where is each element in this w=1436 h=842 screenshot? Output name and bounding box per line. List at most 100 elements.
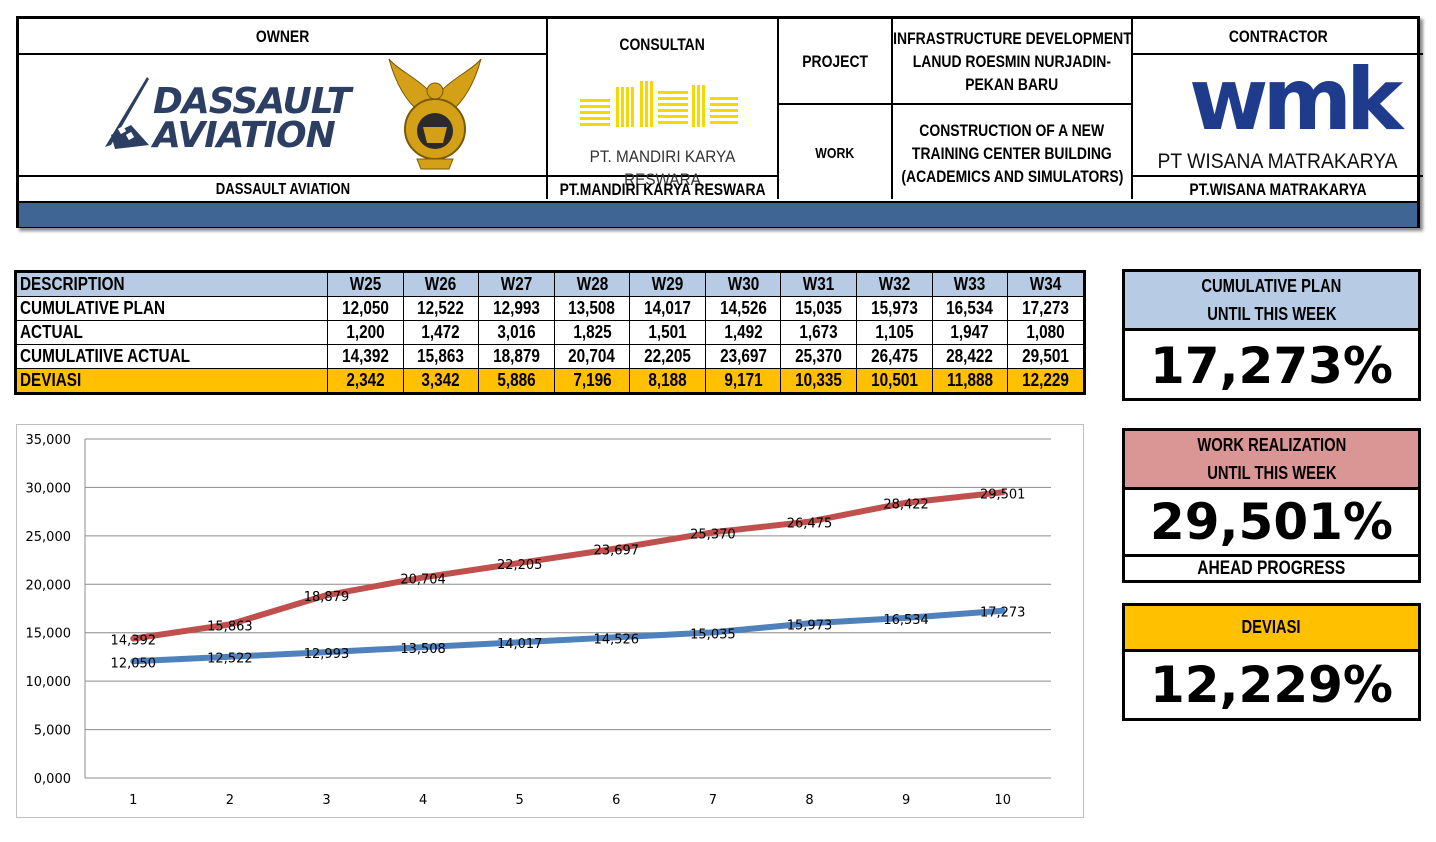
data-point xyxy=(613,634,619,640)
table-cell: 12,522 xyxy=(402,296,480,321)
data-point xyxy=(710,529,716,535)
work-realization-value: 29,501% xyxy=(1125,490,1418,557)
data-point xyxy=(517,560,523,566)
table-header-row: DESCRIPTION W25 W26 W27 W28 W29 W30 W31 W32 W33 W3… xyxy=(15,271,1085,297)
description-header: DESCRIPTION xyxy=(15,271,328,297)
x-tick-label: 9 xyxy=(902,793,910,808)
table-cell: 1,947 xyxy=(931,320,1009,345)
project-value: INFRASTRUCTURE DEVELOPMENT LANUD ROESMIN… xyxy=(892,28,1132,94)
data-label: 23,697 xyxy=(594,543,640,558)
table-cell: 25,370 xyxy=(780,344,858,369)
data-label: 20,704 xyxy=(400,572,446,587)
cumulative-plan-title: CUMULATIVE PLAN UNTIL THIS WEEK xyxy=(1125,272,1418,331)
table-cell: 28,422 xyxy=(931,344,1009,369)
data-point xyxy=(420,644,426,650)
row-label-cell: ACTUAL xyxy=(15,320,328,345)
x-tick-label: 1 xyxy=(129,793,137,808)
actual-row: ACTUAL 1,200 1,472 3,016 1,825 1,501 1,492 1,67… xyxy=(15,320,1085,345)
y-tick-label: 35,000 xyxy=(26,433,72,448)
row-label-cell: CUMULATIIVE ACTUAL xyxy=(15,344,328,369)
week-header: W34 xyxy=(1007,271,1085,297)
data-label: 22,205 xyxy=(497,558,543,573)
x-tick-label: 3 xyxy=(322,793,330,808)
y-tick-label: 15,000 xyxy=(26,627,72,642)
project-header: OWNER DASSAULT AVIATION xyxy=(16,16,1423,228)
data-label: 26,475 xyxy=(787,517,833,532)
y-tick-label: 20,000 xyxy=(26,578,72,593)
y-tick-label: 5,000 xyxy=(34,724,71,739)
table-cell: 18,879 xyxy=(478,344,555,369)
data-label: 14,017 xyxy=(497,637,543,652)
week-header: W32 xyxy=(856,271,933,297)
work-value: CONSTRUCTION OF A NEW TRAINING CENTER BU… xyxy=(901,120,1124,186)
table-cell: 29,501 xyxy=(1007,344,1085,369)
table-cell: 15,973 xyxy=(856,296,933,321)
data-point xyxy=(517,639,523,645)
cumulative-plan-row: CUMULATIVE PLAN 12,050 12,522 12,993 13,508 1… xyxy=(15,296,1085,321)
progress-line-chart: 0,000 5,000 10,000 15,000 20,000 25,000 30,000… xyxy=(16,424,1084,818)
table-cell: 15,863 xyxy=(402,344,480,369)
data-point xyxy=(227,621,233,627)
data-label: 15,863 xyxy=(207,619,253,634)
table-cell: 15,035 xyxy=(780,296,858,321)
consultant-name: PT.MANDIRI KARYA RESWARA xyxy=(559,179,766,199)
consultant-logo-text: PT. MANDIRI KARYA RESWARA xyxy=(589,147,736,189)
data-label: 12,522 xyxy=(207,652,253,667)
project-label: PROJECT xyxy=(802,51,868,71)
table-cell: 1,492 xyxy=(704,320,782,345)
cumulative-plan-value: 17,273% xyxy=(1149,337,1394,395)
data-point xyxy=(710,629,716,635)
data-label: 13,508 xyxy=(400,642,446,657)
mandiri-karya-logo-icon xyxy=(580,81,738,127)
chart-canvas: 0,000 5,000 10,000 15,000 20,000 25,000 30,000… xyxy=(26,433,1051,808)
week-header: W28 xyxy=(553,271,631,297)
table-cell: 1,501 xyxy=(629,320,706,345)
y-tick-label: 30,000 xyxy=(26,481,72,496)
data-label: 14,392 xyxy=(111,634,157,649)
table-cell: 7,196 xyxy=(553,368,631,394)
table-cell: 12,050 xyxy=(327,296,404,321)
x-tick-label: 10 xyxy=(994,793,1011,808)
x-tick-label: 7 xyxy=(709,793,717,808)
progress-table: DESCRIPTION W25 W26 W27 W28 W29 W30 W31 W32 W33 W3… xyxy=(14,270,1086,395)
table-cell: 5,886 xyxy=(478,368,555,394)
table-cell: 26,475 xyxy=(856,344,933,369)
data-label: 25,370 xyxy=(690,527,736,542)
header-divider xyxy=(546,19,548,199)
deviasi-title: DEVIASI xyxy=(1125,606,1418,652)
header-divider xyxy=(777,103,1131,105)
table-cell: 12,993 xyxy=(478,296,555,321)
table-cell: 22,205 xyxy=(629,344,706,369)
data-point xyxy=(807,620,812,626)
table-cell: 12,229 xyxy=(1007,368,1085,394)
week-header: W29 xyxy=(629,271,706,297)
deviasi-value: 12,229% xyxy=(1149,656,1394,714)
data-label: 12,050 xyxy=(111,656,157,671)
owner-logos: DASSAULT AVIATION xyxy=(19,55,546,175)
header-divider xyxy=(19,53,547,55)
table-cell: 10,501 xyxy=(856,368,933,394)
table-cell: 1,472 xyxy=(402,320,480,345)
week-header: W27 xyxy=(478,271,555,297)
row-label-cell: CUMULATIVE PLAN xyxy=(15,296,328,321)
header-divider xyxy=(1131,175,1423,177)
cumulative-plan-panel: CUMULATIVE PLAN UNTIL THIS WEEK 17,273% xyxy=(1122,269,1421,401)
table-cell: 1,673 xyxy=(780,320,858,345)
owner-label: OWNER xyxy=(255,26,310,46)
table-cell: 20,704 xyxy=(553,344,631,369)
contractor-logo: wmk PT WISANA MATRAKARYA xyxy=(1133,55,1423,175)
air-force-eagle-emblem-icon xyxy=(387,57,483,173)
contractor-name: PT.WISANA MATRAKARYA xyxy=(1189,179,1367,199)
header-divider xyxy=(1131,53,1423,55)
data-label: 17,273 xyxy=(980,606,1026,621)
contractor-label: CONTRACTOR xyxy=(1228,26,1328,46)
data-point xyxy=(130,658,136,664)
table-cell: 10,335 xyxy=(780,368,858,394)
header-divider xyxy=(1131,19,1133,199)
table-cell: 1,825 xyxy=(553,320,631,345)
y-tick-label: 10,000 xyxy=(26,675,72,690)
work-realization-panel: WORK REALIZATION UNTIL THIS WEEK 29,501%… xyxy=(1122,428,1421,583)
data-label: 18,879 xyxy=(304,590,350,605)
data-point xyxy=(613,545,619,551)
series-line xyxy=(130,607,1006,665)
